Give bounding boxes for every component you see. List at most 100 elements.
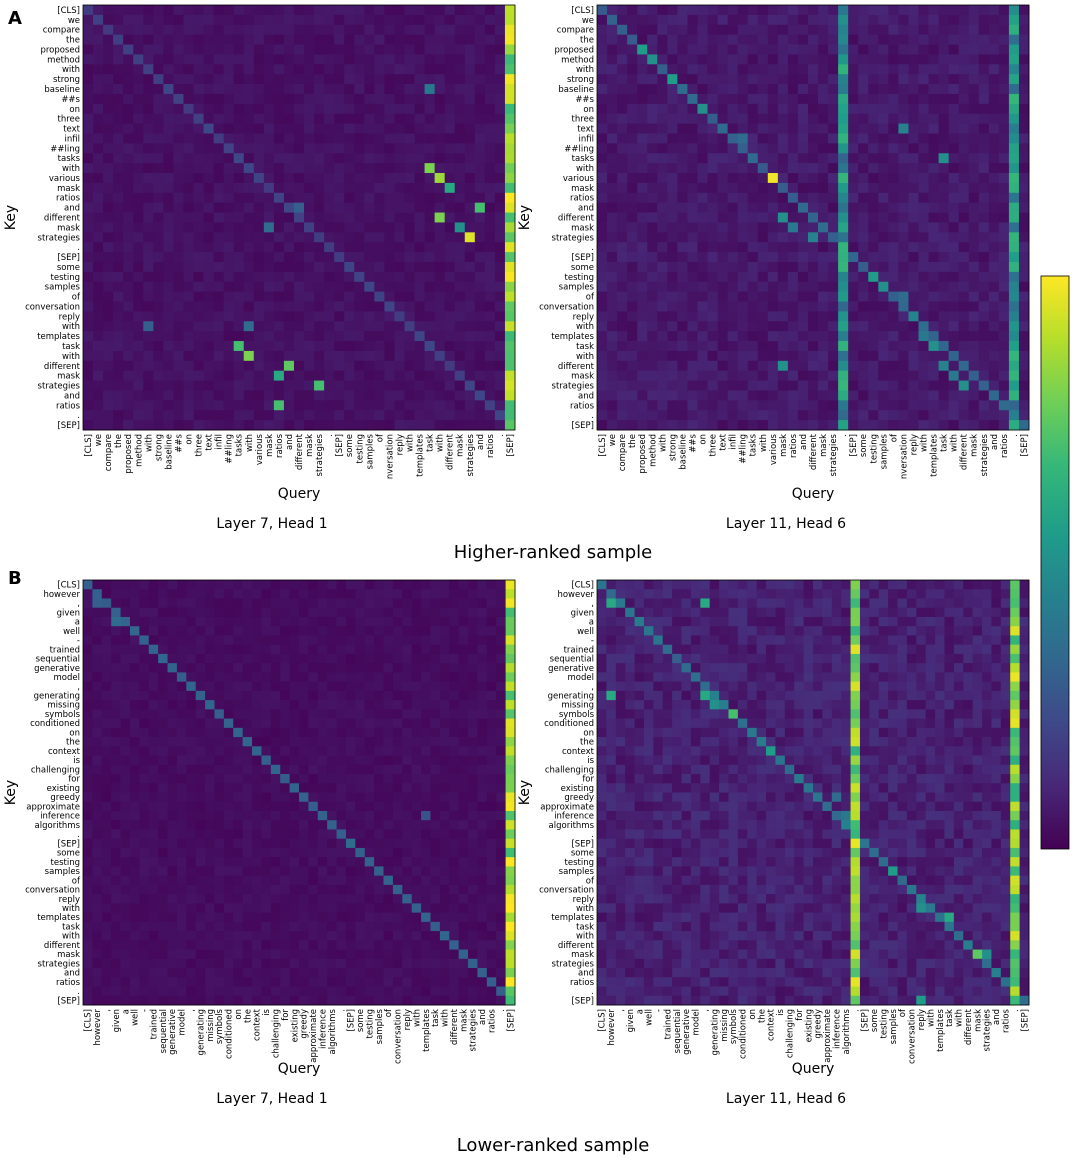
- heatmap-cell: [797, 24, 809, 36]
- heatmap-cell: [103, 261, 114, 273]
- heatmap-cell: [868, 212, 879, 223]
- heatmap-cell: [637, 271, 648, 283]
- heatmap-cell: [252, 718, 262, 729]
- heatmap-cell: [444, 84, 456, 95]
- heatmap-cell: [878, 192, 889, 204]
- heatmap-cell: [858, 261, 869, 273]
- heatmap-cell: [777, 242, 789, 253]
- heatmap-cell: [998, 390, 1010, 401]
- heatmap-cell: [173, 331, 184, 342]
- heatmap-cell: [807, 281, 819, 293]
- heatmap-cell: [336, 718, 347, 729]
- heatmap-cell: [504, 242, 516, 253]
- heatmap-cell: [317, 718, 328, 729]
- heatmap-cell: [474, 54, 486, 65]
- heatmap-cell: [345, 727, 356, 738]
- heatmap-cell: [336, 663, 347, 673]
- heatmap-cell: [747, 360, 759, 372]
- heatmap-cell: [233, 54, 245, 65]
- heatmap-cell: [757, 321, 769, 332]
- x-tick-label: with: [920, 434, 930, 452]
- heatmap-cell: [314, 14, 325, 26]
- heatmap-cell: [747, 271, 759, 283]
- heatmap-cell: [444, 410, 456, 421]
- heatmap-cell: [434, 153, 446, 164]
- heatmap-cell: [848, 350, 859, 362]
- heatmap-cell: [1018, 14, 1030, 26]
- heatmap-cell: [176, 644, 187, 655]
- heatmap-cell: [1008, 163, 1020, 174]
- heatmap-cell: [848, 182, 859, 194]
- heatmap-cell: [697, 281, 708, 293]
- heatmap-cell: [474, 232, 486, 243]
- heatmap-cell: [384, 153, 395, 164]
- heatmap-cell: [737, 301, 749, 312]
- heatmap-cell: [304, 74, 315, 85]
- heatmap-cell: [414, 74, 425, 85]
- heatmap-cell: [113, 74, 124, 85]
- heatmap-cell: [727, 212, 739, 223]
- heatmap-cell: [958, 370, 970, 381]
- heatmap-cell: [103, 291, 114, 302]
- heatmap-cell: [828, 281, 839, 293]
- heatmap-cell: [474, 14, 486, 26]
- heatmap-cell: [283, 163, 295, 174]
- heatmap-cell: [597, 133, 608, 144]
- heatmap-cell: [411, 616, 422, 627]
- heatmap-cell: [283, 54, 295, 65]
- heatmap-cell: [757, 74, 769, 85]
- heatmap-cell: [193, 173, 204, 184]
- heatmap-cell: [424, 400, 436, 411]
- heatmap-cell: [203, 163, 215, 174]
- heatmap-cell: [384, 390, 395, 401]
- heatmap-cell: [344, 44, 355, 55]
- heatmap-cell: [153, 420, 164, 431]
- heatmap-cell: [133, 93, 144, 105]
- heatmap-cell: [818, 192, 829, 204]
- heatmap-cell: [314, 410, 325, 421]
- heatmap-cell: [163, 321, 174, 332]
- heatmap-cell: [103, 202, 114, 213]
- heatmap-cell: [273, 360, 285, 372]
- heatmap-cell: [617, 291, 628, 302]
- heatmap-cell: [918, 123, 929, 134]
- heatmap-cell: [958, 182, 970, 194]
- heatmap-cell: [327, 681, 337, 692]
- heatmap-cell: [392, 598, 403, 609]
- heatmap-cell: [355, 774, 366, 784]
- heatmap-cell: [968, 103, 980, 115]
- heatmap-cell: [444, 420, 456, 431]
- heatmap-cell: [186, 598, 197, 609]
- heatmap-cell: [120, 700, 131, 710]
- heatmap-cell: [477, 672, 488, 683]
- heatmap-cell: [434, 173, 446, 184]
- heatmap-cell: [888, 212, 899, 223]
- heatmap-cell: [173, 202, 184, 213]
- heatmap-cell: [253, 123, 265, 134]
- heatmap-cell: [868, 14, 879, 26]
- heatmap-cell: [336, 783, 347, 793]
- heatmap-cell: [878, 360, 889, 372]
- heatmap-cell: [273, 331, 285, 342]
- heatmap-cell: [818, 222, 829, 233]
- heatmap-cell: [807, 360, 819, 372]
- heatmap-cell: [233, 681, 244, 692]
- heatmap-cell: [158, 616, 168, 627]
- heatmap-cell: [263, 350, 275, 362]
- heatmap-cell: [233, 792, 244, 803]
- y-tick-label: reply: [573, 312, 594, 322]
- heatmap-cell: [908, 301, 919, 312]
- heatmap-cell: [384, 360, 395, 372]
- heatmap-cell: [918, 370, 929, 381]
- heatmap-cell: [92, 700, 103, 710]
- heatmap-cell: [317, 598, 328, 609]
- heatmap-cell: [113, 143, 124, 154]
- heatmap-cell: [434, 133, 446, 144]
- heatmap-cell: [988, 93, 1000, 105]
- y-tick-label: strong: [53, 75, 80, 85]
- heatmap-cell: [677, 301, 688, 312]
- heatmap-cell: [454, 232, 466, 243]
- heatmap-cell: [938, 321, 950, 332]
- heatmap-cell: [261, 644, 272, 655]
- heatmap-cell: [968, 192, 980, 204]
